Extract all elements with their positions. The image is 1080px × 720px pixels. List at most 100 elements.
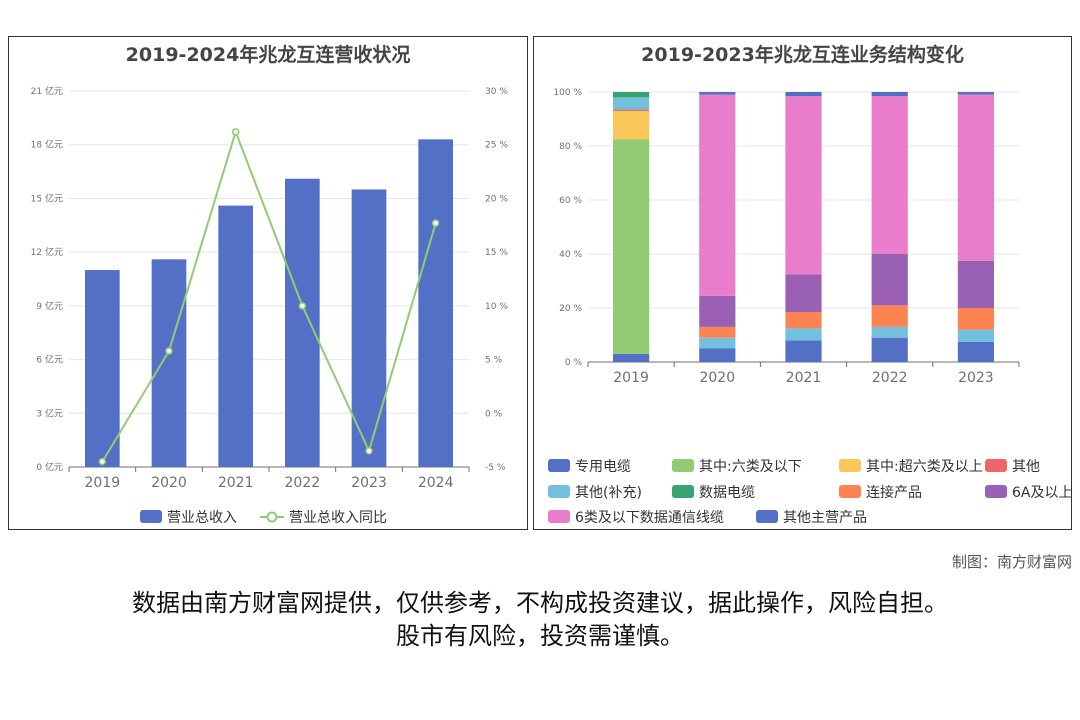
structure-chart: 0 % 20 % 40 % 60 % 80 % 100 % 2019 2020 2021 2022… — [548, 88, 1073, 526]
x-tick-label: 2024 — [418, 475, 454, 491]
legend-swatch — [672, 485, 694, 498]
stack-segment — [871, 96, 908, 254]
legend-label: 其他(补充) — [575, 485, 642, 501]
revenue-bar — [85, 270, 120, 467]
disclaimer-line-1: 数据由南方财富网提供，仅供参考，不构成投资建议，据此操作，风险自担。 — [132, 589, 948, 617]
stack-segment — [785, 312, 822, 329]
stack-segment — [957, 308, 995, 330]
legend-marker-yoy — [266, 511, 278, 523]
y-tick-label: 80 % — [559, 142, 582, 152]
stack-segment — [785, 96, 822, 275]
chart-credit: 制图：南方财富网 — [951, 553, 1072, 571]
y-tick-label-left: 12 亿元 — [31, 246, 63, 258]
y-tick-label-left: 3 亿元 — [36, 407, 63, 419]
stack-segment — [699, 92, 736, 95]
revenue-bar — [351, 189, 387, 467]
x-tick-label: 2021 — [786, 370, 822, 386]
legend-label: 连接产品 — [866, 484, 922, 501]
yoy-point — [231, 128, 240, 136]
yoy-point — [165, 347, 173, 355]
legend-label: 专用电缆 — [575, 459, 631, 475]
revenue-bar — [418, 139, 453, 467]
stack-segment — [612, 97, 650, 110]
stack-segment — [957, 329, 995, 342]
x-tick-label: 2022 — [285, 475, 321, 491]
x-tick-label: 2019 — [85, 475, 121, 491]
y-tick-label-right: 30 % — [485, 87, 508, 97]
revenue-bar — [285, 178, 320, 467]
x-tick-label: 2020 — [151, 475, 187, 491]
legend-swatch — [548, 510, 570, 523]
stack-segment — [957, 341, 995, 362]
stack-segment — [699, 326, 736, 338]
y-tick-label: 40 % — [559, 250, 582, 260]
y-tick-label-left: 6 亿元 — [36, 354, 63, 366]
revenue-bar — [151, 259, 187, 467]
stack-segment — [871, 337, 908, 362]
stack-segment — [612, 92, 650, 98]
y-tick-label-right: 25 % — [485, 141, 508, 151]
x-tick-label: 2019 — [613, 370, 649, 386]
stack-segment — [612, 353, 650, 362]
stack-segment — [871, 254, 908, 306]
stack-segment — [957, 94, 995, 261]
yoy-growth-line — [101, 128, 437, 463]
legend-swatch — [548, 485, 570, 498]
yoy-point — [365, 447, 373, 455]
y-tick-label: 20 % — [559, 304, 582, 314]
legend-label: 其他 — [1012, 459, 1040, 475]
legend-label: 6A及以上数据通信线缆 — [1012, 485, 1073, 501]
stack-segment — [699, 295, 736, 327]
stack-segment — [699, 337, 736, 349]
disclaimer-line-2: 股市有风险，投资需谨慎。 — [396, 622, 684, 650]
x-tick-label: 2023 — [351, 475, 387, 491]
y-tick-label-right: 15 % — [485, 248, 508, 258]
stack-segment — [957, 92, 995, 95]
structure-chart-title: 2019-2023年兆龙互连业务结构变化 — [641, 44, 964, 66]
legend-label: 其中:六类及以下 — [699, 459, 802, 475]
stack-segment — [612, 110, 650, 140]
y-tick-label-right: 5 % — [485, 356, 503, 366]
y-tick-label-left: 9 亿元 — [36, 300, 63, 312]
x-tick-label: 2023 — [958, 370, 994, 386]
y-tick-label-right: -5 % — [485, 463, 506, 473]
yoy-point — [98, 457, 107, 466]
stack-segment — [871, 92, 908, 97]
x-tick-label: 2022 — [872, 370, 908, 386]
stack-segment — [871, 305, 908, 327]
y-tick-label-right: 20 % — [485, 194, 508, 204]
stack-segment — [785, 92, 822, 97]
legend-label-yoy: 营业总收入同比 — [289, 510, 387, 526]
legend-swatch — [839, 459, 861, 472]
y-tick-label-left: 21 亿元 — [31, 85, 63, 97]
stack-segment — [957, 260, 995, 308]
revenue-chart-title: 2019-2024年兆龙互连营收状况 — [125, 44, 411, 66]
y-tick-label: 0 % — [565, 358, 583, 368]
stack-segment — [785, 340, 822, 362]
legend-swatch — [839, 485, 861, 498]
stack-segment — [699, 94, 736, 296]
revenue-chart-panel: 2019-2024年兆龙互连营收状况 0 亿元 3 亿元 6 亿元 9 亿元 12 亿元… — [8, 36, 528, 530]
legend-swatch — [985, 485, 1007, 498]
y-tick-label: 100 % — [553, 88, 582, 98]
legend-label: 6类及以下数据通信线缆 — [575, 510, 724, 526]
y-tick-label-right: 10 % — [485, 302, 508, 312]
y-tick-label-left: 15 亿元 — [31, 192, 63, 204]
y-tick-label: 60 % — [559, 196, 582, 206]
stack-segment — [612, 109, 650, 111]
stack-segment — [785, 274, 822, 313]
legend-swatch — [672, 459, 694, 472]
legend-swatch — [756, 510, 778, 523]
legend-label-revenue: 营业总收入 — [167, 510, 237, 526]
x-tick-label: 2020 — [699, 370, 735, 386]
legend-label: 其中:超六类及以上 — [866, 459, 983, 475]
legend-swatch — [548, 459, 570, 472]
y-tick-label-right: 0 % — [485, 409, 503, 419]
x-tick-label: 2021 — [218, 475, 254, 491]
revenue-bar — [218, 205, 253, 468]
stack-segment — [612, 139, 650, 354]
y-tick-label-left: 18 亿元 — [31, 139, 63, 151]
y-tick-label-left: 0 亿元 — [36, 461, 63, 473]
legend-swatch — [985, 459, 1007, 472]
revenue-chart: 0 亿元 3 亿元 6 亿元 9 亿元 12 亿元 15 亿元 18 亿元 21 亿元 -5 %… — [31, 85, 509, 526]
